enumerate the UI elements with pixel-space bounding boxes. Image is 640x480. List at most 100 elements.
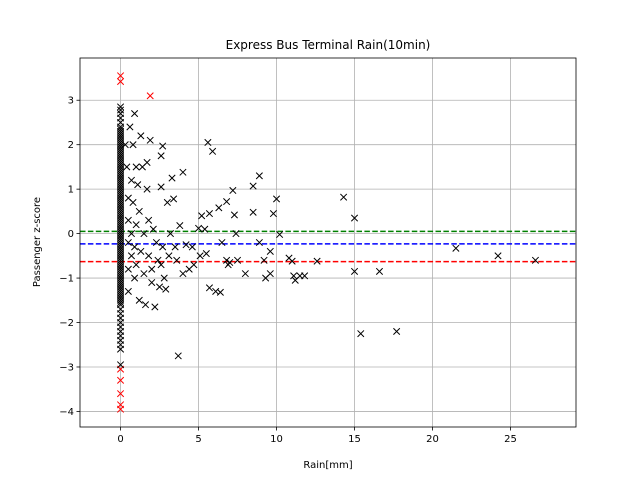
data-point — [205, 210, 214, 218]
data-point — [116, 78, 125, 86]
data-point — [146, 136, 154, 144]
x-axis-label: Rain[mm] — [303, 460, 352, 471]
data-point — [124, 265, 132, 273]
data-point — [313, 257, 321, 265]
y-tick-label: −4 — [59, 407, 74, 418]
data-point — [160, 274, 168, 282]
y-tick-label: 2 — [68, 140, 74, 151]
data-point — [179, 270, 187, 278]
y-tick-label: −2 — [59, 318, 74, 329]
y-tick-label: −1 — [59, 274, 74, 285]
data-point — [124, 216, 132, 224]
data-point — [159, 243, 167, 251]
reference-lines — [80, 230, 576, 263]
data-point — [143, 185, 151, 193]
x-tick-label: 0 — [117, 434, 123, 445]
data-point — [137, 247, 145, 255]
data-point — [230, 211, 238, 219]
data-point — [129, 198, 137, 207]
data-point — [173, 256, 181, 264]
data-point — [127, 176, 136, 184]
data-point — [223, 198, 231, 206]
data-point — [163, 198, 171, 207]
data-point — [143, 158, 151, 167]
data-point — [154, 256, 162, 264]
x-tick-label: 10 — [270, 434, 283, 445]
data-point — [140, 230, 148, 238]
data-point — [116, 298, 125, 307]
data-point — [148, 265, 156, 273]
data-point — [127, 252, 136, 260]
data-point — [137, 132, 145, 140]
data-point — [269, 210, 277, 218]
data-point — [148, 278, 156, 287]
data-point — [131, 274, 139, 282]
data-point — [375, 267, 384, 275]
data-point — [149, 225, 157, 233]
y-axis-label: Passenger z-score — [32, 197, 43, 287]
data-point — [145, 216, 153, 224]
data-point — [116, 106, 125, 114]
data-point — [176, 222, 184, 230]
data-point — [205, 284, 214, 292]
data-point — [260, 256, 268, 264]
data-point — [288, 257, 296, 265]
data-point — [266, 247, 274, 255]
data-point — [124, 238, 132, 247]
data-point — [531, 256, 540, 264]
data-point — [255, 238, 263, 247]
data-point — [168, 174, 176, 182]
data-point — [165, 252, 173, 260]
data-point — [393, 327, 401, 335]
data-point — [121, 141, 129, 149]
data-point — [249, 208, 257, 216]
data-point — [357, 330, 365, 338]
data-point — [157, 261, 165, 269]
data-point — [276, 230, 284, 239]
data-point — [129, 141, 137, 149]
data-point — [116, 345, 125, 353]
data-point — [494, 252, 502, 260]
data-point — [290, 272, 298, 280]
y-tick-label: 3 — [68, 96, 74, 107]
data-point — [174, 352, 182, 360]
data-point — [182, 241, 190, 249]
data-point — [126, 123, 134, 131]
y-tick-label: 0 — [68, 229, 74, 240]
data-point — [134, 181, 142, 189]
data-point — [132, 221, 140, 229]
chart-title: Express Bus Terminal Rain(10min) — [226, 38, 431, 52]
data-point — [204, 138, 212, 147]
data-point — [171, 243, 179, 251]
y-tick-label: −3 — [59, 362, 74, 373]
data-point — [216, 288, 224, 296]
data-point — [194, 224, 203, 232]
data-point — [151, 303, 159, 311]
data-point — [132, 163, 140, 171]
data-point — [141, 301, 150, 309]
data-point — [157, 183, 165, 191]
data-point — [188, 243, 196, 251]
plot-frame — [79, 57, 577, 428]
data-point — [232, 230, 240, 238]
data-point — [131, 110, 139, 118]
data-point — [229, 186, 237, 195]
data-point — [145, 252, 153, 260]
data-point — [350, 214, 359, 222]
data-point — [223, 256, 231, 264]
data-point — [146, 92, 154, 100]
data-point — [255, 172, 263, 180]
data-point — [233, 256, 242, 264]
x-tick-label: 25 — [504, 434, 517, 445]
data-point — [202, 250, 210, 258]
data-point — [116, 390, 125, 398]
data-point — [116, 376, 125, 384]
data-point — [124, 287, 132, 295]
data-points — [116, 72, 540, 413]
data-point — [452, 244, 460, 252]
data-point — [196, 252, 204, 260]
data-point — [272, 195, 281, 203]
data-point — [198, 212, 206, 220]
